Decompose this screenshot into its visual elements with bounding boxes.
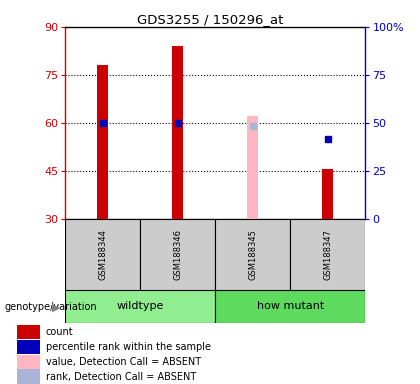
Bar — [97, 65, 108, 219]
Bar — [17, 369, 39, 384]
Text: GSM188347: GSM188347 — [323, 229, 332, 280]
Text: wildtype: wildtype — [116, 301, 164, 311]
Text: value, Detection Call = ABSENT: value, Detection Call = ABSENT — [46, 357, 201, 367]
Text: GSM188345: GSM188345 — [248, 229, 257, 280]
Text: percentile rank within the sample: percentile rank within the sample — [46, 342, 211, 352]
Bar — [17, 325, 39, 339]
Bar — [172, 46, 184, 219]
Text: count: count — [46, 327, 74, 337]
Text: GSM188344: GSM188344 — [98, 229, 107, 280]
Bar — [322, 169, 333, 219]
Bar — [65, 290, 215, 323]
Bar — [17, 340, 39, 354]
Text: ▶: ▶ — [52, 302, 61, 312]
Bar — [290, 219, 365, 290]
Bar — [65, 219, 140, 290]
Bar — [247, 116, 258, 219]
Bar — [215, 290, 365, 323]
Text: genotype/variation: genotype/variation — [4, 302, 97, 312]
Text: GSM188346: GSM188346 — [173, 229, 182, 280]
Bar — [140, 219, 215, 290]
Text: how mutant: how mutant — [257, 301, 324, 311]
Bar — [215, 219, 290, 290]
Bar — [17, 354, 39, 369]
Text: rank, Detection Call = ABSENT: rank, Detection Call = ABSENT — [46, 372, 196, 382]
Text: GDS3255 / 150296_at: GDS3255 / 150296_at — [137, 13, 283, 26]
